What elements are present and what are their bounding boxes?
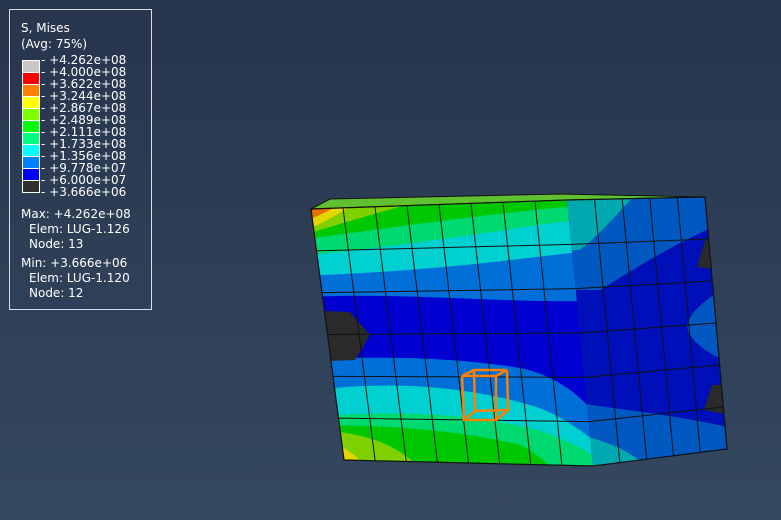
legend-label: +2.489e+08 (41, 114, 126, 126)
mesh-line (321, 288, 576, 294)
mesh-line (575, 280, 713, 290)
legend-label: +4.000e+08 (41, 66, 126, 78)
model-outline (310, 196, 728, 467)
legend-swatch (22, 169, 40, 181)
mesh-line (327, 332, 581, 335)
legend-averaging: (Avg: 75%) (21, 37, 88, 51)
mesh-line (588, 406, 724, 423)
legend-label: +2.867e+08 (41, 102, 126, 114)
legend-label: +3.622e+08 (41, 78, 126, 90)
contour-legend: S, Mises (Avg: 75%) +4.262e+08+4.000e+08… (9, 9, 152, 310)
legend-swatch (22, 85, 40, 97)
legend-swatch (22, 181, 40, 193)
legend-swatch (22, 121, 40, 133)
min-node: Node: 12 (29, 286, 84, 300)
legend-label: +3.666e+06 (41, 186, 126, 198)
mesh-line (316, 243, 572, 252)
highlighted-element[interactable] (460, 368, 510, 422)
max-node: Node: 13 (29, 237, 84, 251)
legend-swatch (22, 109, 40, 121)
min-value: Min: +3.666e+06 (21, 256, 128, 270)
legend-label: +1.356e+08 (41, 150, 126, 162)
max-element: Elem: LUG-1.126 (29, 222, 130, 236)
legend-title: S, Mises (21, 21, 70, 35)
mesh-line (571, 238, 709, 245)
min-element: Elem: LUG-1.120 (29, 271, 130, 285)
mesh-line (332, 375, 585, 378)
legend-swatch (22, 97, 40, 109)
front-face-contours (311, 200, 593, 466)
legend-label: +2.111e+08 (41, 126, 126, 138)
band-bot-red (311, 450, 345, 466)
mesh-line (579, 322, 717, 334)
mesh-line (584, 364, 720, 378)
legend-swatch (22, 145, 40, 157)
color-bar (22, 60, 40, 193)
legend-label: +9.778e+07 (41, 162, 126, 174)
legend-swatch (22, 157, 40, 169)
legend-swatch (22, 60, 40, 73)
legend-label: +3.244e+08 (41, 90, 126, 102)
legend-swatch (22, 133, 40, 145)
legend-swatch (22, 73, 40, 85)
legend-label: +1.733e+08 (41, 138, 126, 150)
legend-label: +4.262e+08 (41, 54, 126, 66)
legend-label: +6.000e+07 (41, 174, 126, 186)
max-value: Max: +4.262e+08 (21, 207, 131, 221)
